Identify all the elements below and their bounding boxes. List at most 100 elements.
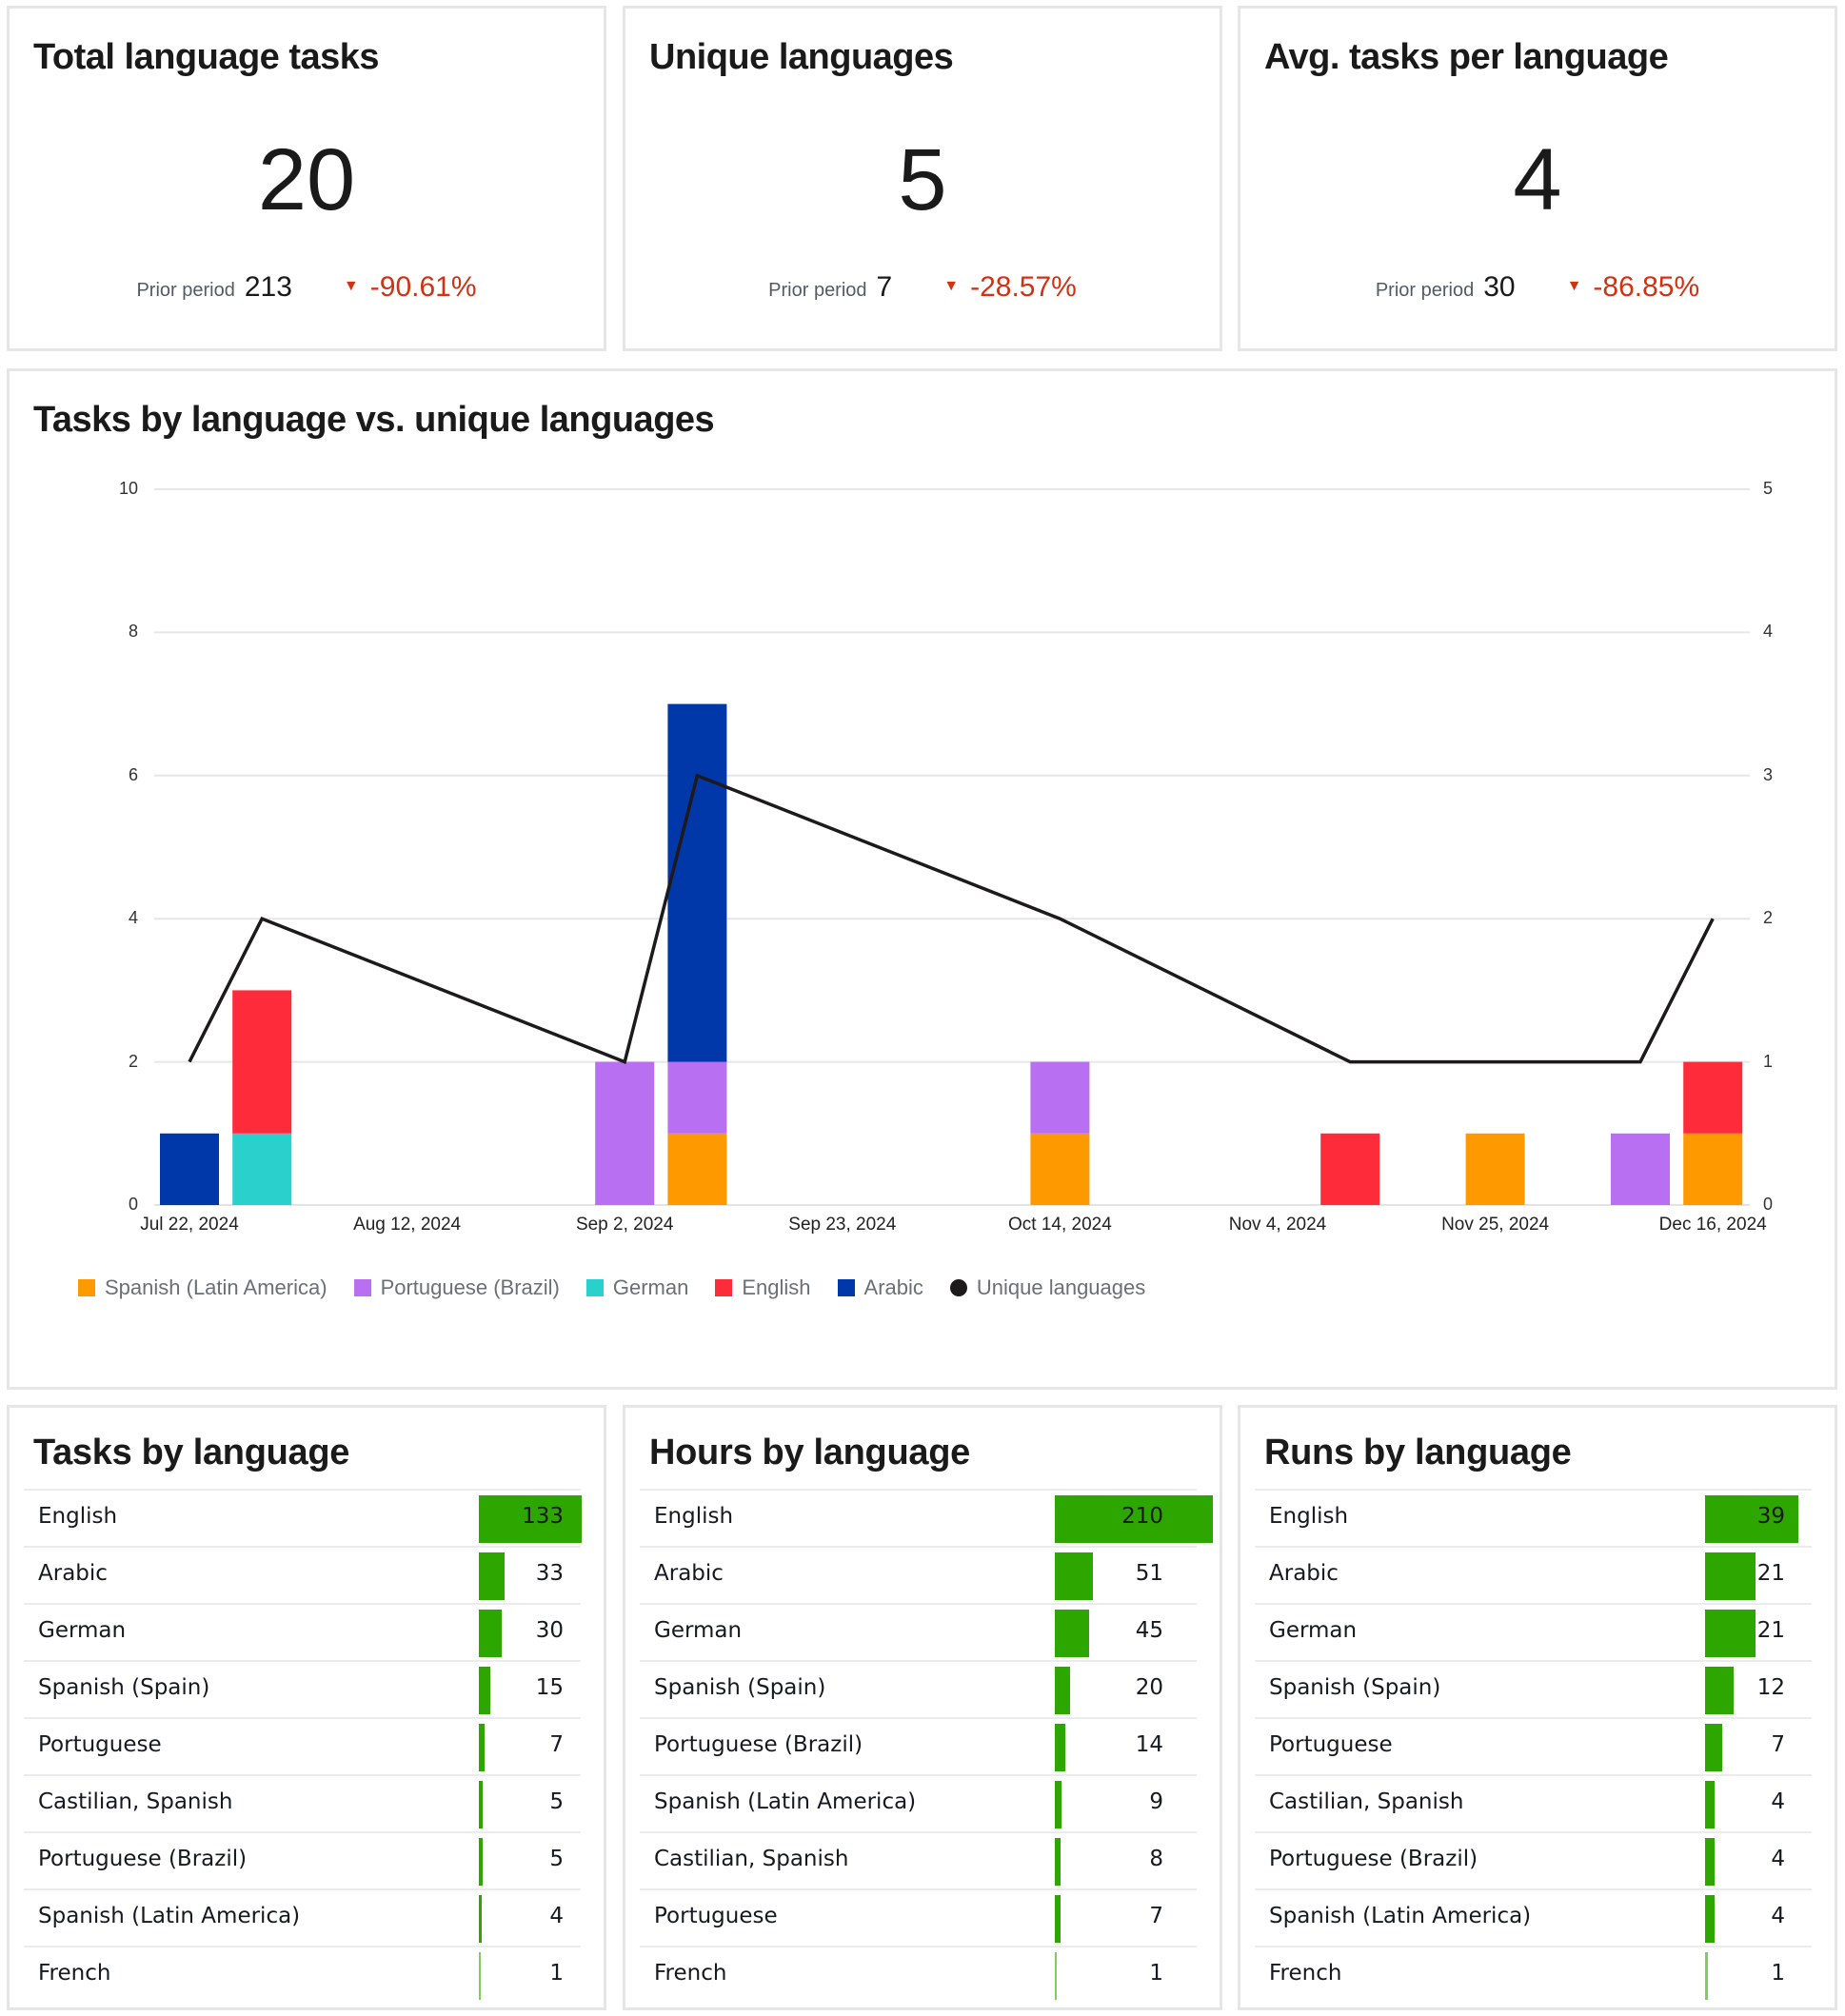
table-row[interactable]: English 210 (640, 1489, 1213, 1546)
legend-item[interactable]: Spanish (Latin America) (78, 1275, 327, 1300)
prior-period-value: 7 (876, 271, 893, 303)
bar-segment[interactable] (1683, 1133, 1743, 1205)
color-swatch-icon (715, 1279, 733, 1296)
legend-label: German (612, 1275, 689, 1299)
left-axis-tick: 4 (128, 908, 138, 928)
data-bar (479, 1724, 485, 1771)
table-row[interactable]: English 39 (1255, 1489, 1812, 1546)
data-bar (1705, 1724, 1722, 1771)
row-label: English (38, 1504, 118, 1529)
chart-title: Tasks by language vs. unique languages (33, 400, 715, 440)
table-row[interactable]: Arabic 51 (640, 1546, 1197, 1603)
x-axis-tick: Dec 16, 2024 (1658, 1215, 1767, 1235)
legend-item[interactable]: Portuguese (Brazil) (353, 1275, 560, 1300)
row-label: Spanish (Spain) (654, 1675, 826, 1700)
row-label: German (1269, 1618, 1358, 1643)
table-row[interactable]: Arabic 33 (24, 1546, 581, 1603)
table-row[interactable]: French 1 (1255, 1946, 1812, 2003)
legend-label: Spanish (Latin America) (105, 1275, 327, 1299)
bar-segment[interactable] (232, 990, 292, 1134)
row-label: Castilian, Spanish (654, 1847, 849, 1871)
data-bar (1055, 1552, 1094, 1600)
table-row[interactable]: Spanish (Spain) 12 (1255, 1660, 1812, 1717)
row-value: 9 (1149, 1789, 1163, 1814)
table-row[interactable]: French 1 (24, 1946, 581, 2003)
bar-segment[interactable] (1683, 1061, 1743, 1134)
unique-languages-line[interactable] (188, 773, 1715, 1064)
table-row[interactable]: Arabic 21 (1255, 1546, 1812, 1603)
right-axis-tick: 3 (1763, 764, 1774, 784)
table-row[interactable]: Portuguese (Brazil) 5 (24, 1831, 581, 1888)
runs-by-language-card: Runs by language English 39 Arabic 21 German… (1238, 1405, 1837, 2010)
bar-segment[interactable] (595, 1061, 655, 1205)
prior-period-value: 30 (1483, 271, 1516, 303)
table-row[interactable]: Castilian, Spanish 4 (1255, 1774, 1812, 1831)
row-value: 210 (1121, 1504, 1163, 1529)
data-bar (479, 1610, 503, 1657)
bar-segment[interactable] (1030, 1061, 1090, 1134)
row-label: German (38, 1618, 127, 1643)
legend-item[interactable]: German (585, 1275, 689, 1300)
down-triangle-icon: ▼ (1566, 278, 1582, 294)
x-axis-tick: Aug 12, 2024 (353, 1215, 462, 1235)
row-value: 20 (1135, 1675, 1163, 1700)
data-bar (1055, 1610, 1089, 1657)
table-row[interactable]: Portuguese 7 (1255, 1717, 1812, 1774)
row-label: Spanish (Spain) (38, 1675, 210, 1700)
row-label: Spanish (Latin America) (38, 1904, 301, 1928)
row-label: Portuguese (Brazil) (1269, 1847, 1478, 1871)
row-value: 39 (1756, 1504, 1785, 1529)
legend-item[interactable]: Arabic (837, 1275, 923, 1300)
table-row[interactable]: Portuguese 7 (24, 1717, 581, 1774)
bar-segment[interactable] (1465, 1133, 1525, 1205)
table-row[interactable]: Portuguese 7 (640, 1888, 1197, 1946)
table-row[interactable]: Spanish (Spain) 20 (640, 1660, 1197, 1717)
x-axis-tick: Nov 4, 2024 (1228, 1215, 1327, 1235)
row-value: 4 (1771, 1904, 1785, 1928)
table-row[interactable]: German 45 (640, 1603, 1197, 1660)
table-row[interactable]: Portuguese (Brazil) 4 (1255, 1831, 1812, 1888)
legend-label: English (742, 1275, 811, 1299)
table-title: Hours by language (649, 1433, 970, 1472)
data-bar (1055, 1895, 1061, 1943)
delta: ▼ -90.61% (344, 271, 477, 303)
row-value: 1 (1149, 1961, 1163, 1986)
bar-segment[interactable] (667, 703, 727, 1062)
data-bar (479, 1667, 491, 1714)
data-bar (1705, 1552, 1756, 1600)
row-value: 15 (535, 1675, 564, 1700)
table-row[interactable]: French 1 (640, 1946, 1197, 2003)
kpi-value: 4 (1513, 131, 1562, 228)
bar-segment[interactable] (667, 1061, 727, 1134)
bar-segment[interactable] (667, 1133, 727, 1205)
table-row[interactable]: English 133 (24, 1489, 582, 1546)
table-row[interactable]: Spanish (Latin America) 9 (640, 1774, 1197, 1831)
legend-item[interactable]: Unique languages (949, 1275, 1145, 1300)
table-row[interactable]: Spanish (Latin America) 4 (24, 1888, 581, 1946)
bar-segment[interactable] (1030, 1133, 1090, 1205)
x-axis-tick: Sep 23, 2024 (788, 1215, 897, 1235)
table-row[interactable]: German 21 (1255, 1603, 1812, 1660)
data-bar (1055, 1838, 1061, 1886)
table-row[interactable]: Portuguese (Brazil) 14 (640, 1717, 1197, 1774)
left-axis-tick: 10 (118, 479, 138, 498)
bar-segment[interactable] (232, 1133, 292, 1205)
bar-segment[interactable] (1320, 1133, 1380, 1205)
bar-segment[interactable] (160, 1133, 219, 1205)
x-axis-tick: Oct 14, 2024 (1007, 1215, 1112, 1235)
kpi-title: Unique languages (649, 37, 954, 77)
bar-segment[interactable] (1611, 1133, 1670, 1205)
table-row[interactable]: Castilian, Spanish 8 (640, 1831, 1197, 1888)
row-label: Portuguese (1269, 1732, 1393, 1757)
table-row[interactable]: Spanish (Latin America) 4 (1255, 1888, 1812, 1946)
row-value: 8 (1149, 1847, 1163, 1871)
table-row[interactable]: German 30 (24, 1603, 581, 1660)
x-axis-tick: Sep 2, 2024 (575, 1215, 674, 1235)
legend-item[interactable]: English (715, 1275, 811, 1300)
table-row[interactable]: Castilian, Spanish 5 (24, 1774, 581, 1831)
circle-icon (949, 1279, 967, 1296)
row-value: 1 (549, 1961, 564, 1986)
row-label: Spanish (Latin America) (654, 1789, 917, 1814)
table-row[interactable]: Spanish (Spain) 15 (24, 1660, 581, 1717)
kpi-card-total-tasks: Total language tasks 20 Prior period 213 ▼… (7, 6, 606, 351)
